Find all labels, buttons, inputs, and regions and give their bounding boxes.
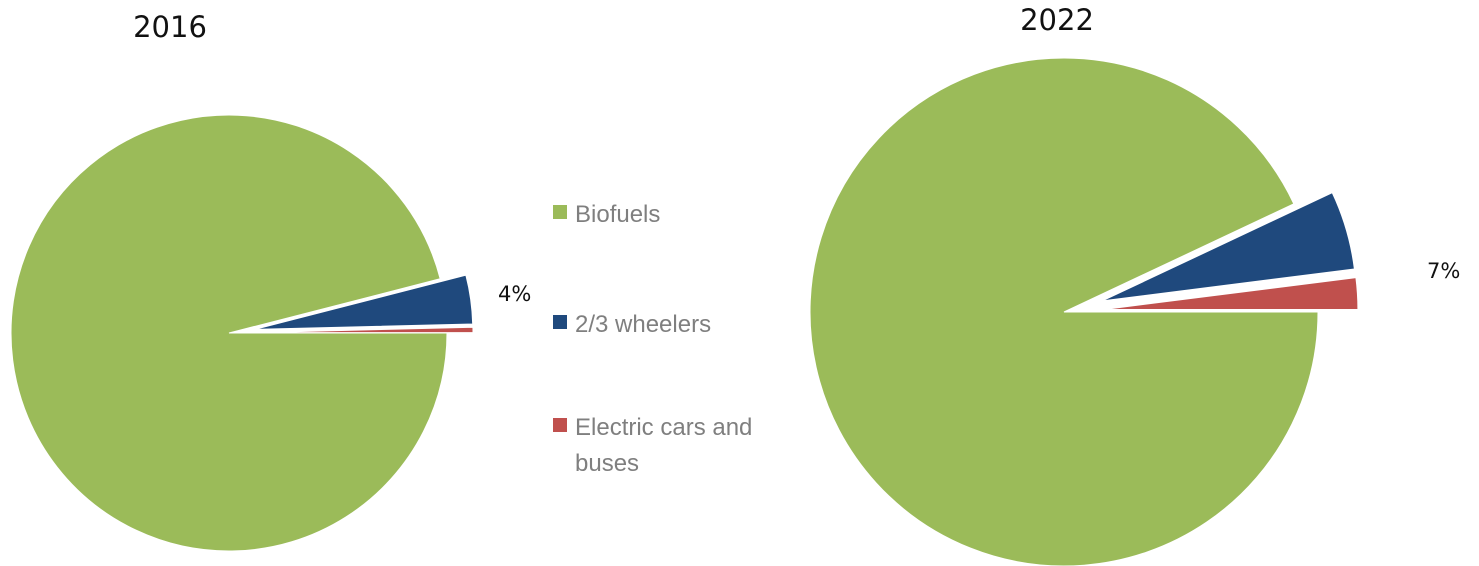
pie-slice-2022-electric-cars-and-buses bbox=[1103, 277, 1359, 310]
legend-swatch-electric-cars-and-buses bbox=[553, 418, 567, 432]
chart-2022-slices bbox=[809, 57, 1359, 566]
legend-label-electric-cars-and-buses: Electric cars and bbox=[575, 414, 752, 441]
legend: Biofuels 2/3 wheelers Electric cars and … bbox=[553, 201, 752, 477]
pie-slice-2022-biofuels bbox=[809, 57, 1319, 566]
pie-slice-2016-electric-cars-and-buses bbox=[254, 326, 474, 334]
legend-label-2-3-wheelers: 2/3 wheelers bbox=[575, 311, 711, 338]
legend-item-2-3-wheelers: 2/3 wheelers bbox=[553, 311, 711, 338]
chart-2016: 2016 4% bbox=[10, 10, 531, 552]
pie-slice-2016-biofuels bbox=[10, 114, 448, 552]
chart-2022-title: 2022 bbox=[1020, 3, 1094, 37]
legend-swatch-2-3-wheelers bbox=[553, 315, 567, 329]
chart-2022: 2022 7% bbox=[809, 3, 1460, 566]
chart-2016-title: 2016 bbox=[133, 10, 207, 44]
legend-swatch-biofuels bbox=[553, 205, 567, 219]
pie-slice-2016-2-3-wheelers bbox=[254, 274, 474, 330]
pie-slice-2022-2-3-wheelers bbox=[1102, 192, 1355, 302]
legend-label-biofuels: Biofuels bbox=[575, 201, 660, 228]
chart-2022-data-label: 7% bbox=[1427, 259, 1460, 283]
legend-item-electric-cars-and-buses: Electric cars and buses bbox=[553, 414, 752, 477]
chart-2016-data-label: 4% bbox=[498, 282, 531, 306]
chart-2016-slices bbox=[10, 114, 474, 552]
legend-item-biofuels: Biofuels bbox=[553, 201, 660, 228]
legend-label-electric-cars-and-buses-line2: buses bbox=[575, 450, 639, 477]
